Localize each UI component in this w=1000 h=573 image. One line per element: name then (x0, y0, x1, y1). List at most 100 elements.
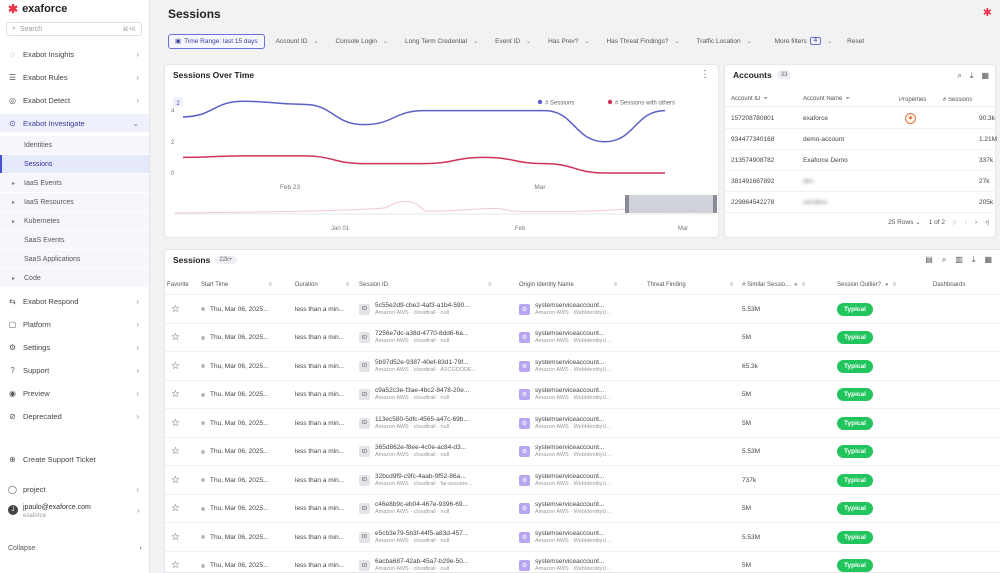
filter-icon[interactable]: ≡ (345, 282, 350, 288)
sidebar-item-exabot-rules[interactable]: ☰ Exabot Rules › (0, 68, 149, 86)
user-menu-chevron-icon[interactable]: › (137, 506, 140, 515)
sidebar-item-platform[interactable]: ▢ Platform › (0, 315, 149, 333)
column-header-threat-finding[interactable]: Threat Finding ≡ (647, 279, 733, 291)
filter-traffic-location[interactable]: Traffic Location ⌄ (691, 34, 758, 49)
sidebar-item-deprecated[interactable]: ⊘ Deprecated › (0, 407, 149, 425)
sidebar-item-settings[interactable]: ⚙ Settings › (0, 338, 149, 356)
column-header-favorite[interactable]: Favorite (167, 279, 189, 291)
column-header-account-name[interactable]: Account Name ⏷ (797, 96, 893, 103)
identity-name-link[interactable]: systemserviceaccount... (535, 472, 605, 480)
rows-per-page-select[interactable]: 25 Rows ⌄ (888, 218, 921, 226)
filter-long-term-credential[interactable]: Long Term Credential ⌄ (399, 34, 484, 49)
identity-name-link[interactable]: systemserviceaccount... (535, 387, 605, 394)
session-id-link[interactable]: 7256e7dc-a38d-4770-8dd6-6a... (375, 330, 469, 337)
star-icon[interactable]: ☆ (171, 303, 180, 315)
column-header-sessions[interactable]: # Sessions (937, 97, 997, 103)
identity-name-link[interactable]: systemserviceaccount... (535, 330, 605, 337)
star-icon[interactable]: ☆ (171, 560, 180, 571)
column-header-dashboards[interactable]: Dashboards (933, 279, 965, 291)
filter-account-id[interactable]: Account ID ⌄ (270, 34, 325, 49)
sidebar-item-preview[interactable]: ◉ Preview › (0, 384, 149, 402)
filter-icon[interactable]: ≡ (892, 282, 897, 288)
sidebar-subitem-identities[interactable]: Identities (0, 136, 149, 154)
star-icon[interactable]: ☆ (171, 417, 180, 429)
session-id-link[interactable]: c46e8b9c-eb04-467e-9396-69... (375, 501, 468, 508)
app-logo[interactable]: ✱ exaforce (8, 3, 67, 15)
last-page-icon[interactable]: ›| (985, 218, 989, 226)
identity-name-link[interactable]: systemserviceaccount... (535, 529, 605, 537)
collapse-sidebar-button[interactable]: Collapse ‹ (8, 545, 142, 552)
first-page-icon[interactable]: |‹ (952, 218, 957, 226)
sidebar-subitem-sessions[interactable]: Sessions (0, 155, 149, 173)
filter-icon[interactable]: ≡ (488, 282, 492, 288)
table-row[interactable]: ☆ Thu, Mar 06, 2025... less than a min... I… (165, 379, 1000, 408)
column-header-similar-sessions[interactable]: # Similar Sessio... ● ≡ (742, 279, 805, 291)
table-row[interactable]: ☆ Thu, Mar 06, 2025... less than a min... I… (165, 522, 1000, 550)
account-row[interactable]: 381491667892 dev 27k (725, 171, 997, 192)
grid-icon[interactable]: ▤ (925, 255, 933, 264)
grid-icon[interactable]: ▦ (981, 71, 989, 80)
star-icon[interactable]: ☆ (171, 389, 180, 400)
sidebar-project[interactable]: ◯ project › (0, 480, 149, 498)
sidebar-item-exabot-respond[interactable]: ⇆ Exabot Respond › (0, 292, 149, 310)
reset-filters-button[interactable]: Reset (847, 37, 865, 45)
star-icon[interactable]: ☆ (171, 446, 180, 457)
sidebar-subitem-iaas-events[interactable]: ▸ IaaS Events (0, 174, 149, 192)
filter-icon[interactable]: ≡ (613, 282, 618, 288)
identity-name-link[interactable]: systemserviceaccount... (535, 301, 605, 309)
star-icon[interactable]: ☆ (171, 332, 180, 343)
column-header-origin-identity-name[interactable]: Origin Identity Name ≡ (519, 279, 617, 291)
search-icon[interactable]: ⌕ (941, 255, 947, 264)
info-icon[interactable]: ● (794, 282, 798, 288)
table-settings-icon[interactable]: ▦ (984, 255, 992, 264)
account-row[interactable]: 934477340168 demo-account 1.21M (725, 129, 997, 150)
sidebar-item-exabot-insights[interactable]: ◌ Exabot Insights › (0, 45, 149, 63)
star-icon[interactable]: ☆ (171, 474, 180, 486)
column-header-session-id[interactable]: Session ID ≡ (359, 279, 492, 291)
identity-name-link[interactable]: systemserviceaccount... (535, 358, 605, 366)
next-page-icon[interactable]: › (974, 218, 978, 226)
kebab-menu-icon[interactable]: ⋮ (700, 69, 710, 80)
identity-name-link[interactable]: systemserviceaccount... (535, 558, 605, 565)
filter-icon[interactable]: ⏷ (845, 96, 851, 102)
table-row[interactable]: ☆ Thu, Mar 06, 2025... less than a min... I… (165, 493, 1000, 522)
info-icon[interactable]: ● (885, 282, 889, 288)
star-icon[interactable]: ☆ (171, 531, 180, 543)
prev-page-icon[interactable]: ‹ (964, 218, 967, 226)
filter-icon[interactable]: ≡ (729, 282, 734, 288)
user-menu[interactable]: J jpaulo@exaforce.com exaforce (8, 504, 91, 519)
session-id-link[interactable]: 5b97d52e-9387-40ef-83d1-79f... (375, 358, 469, 366)
session-id-link[interactable]: 365d862e-f8ee-4c0e-ac84-d3... (375, 444, 467, 451)
columns-icon[interactable]: ▥ (955, 255, 963, 264)
sidebar-subitem-kubernetes[interactable]: ▸ Kubernetes (0, 212, 149, 230)
filter-console-login[interactable]: Console Login ⌄ (329, 34, 394, 49)
sidebar-subitem-saas-applications[interactable]: SaaS Applications (0, 250, 149, 268)
search-icon[interactable]: ⌕ (957, 71, 962, 80)
table-row[interactable]: ☆ Thu, Mar 06, 2025... less than a min... I… (165, 465, 1000, 493)
column-header-properties[interactable]: Properties (893, 97, 937, 103)
table-row[interactable]: ☆ Thu, Mar 06, 2025... less than a min... I… (165, 351, 1000, 379)
time-range-filter[interactable]: ▣ Time Range: last 15 days (168, 33, 265, 49)
identity-name-link[interactable]: systemserviceaccount... (535, 444, 605, 451)
session-id-link[interactable]: 32bcd9f9-c9fc-4aab-9f52-86a... (375, 472, 466, 480)
column-header-start-time[interactable]: Start Time ≡ (201, 279, 272, 291)
sidebar-item-exabot-investigate[interactable]: ⊙ Exabot Investigate ⌄ (0, 114, 149, 132)
filter-has-prev[interactable]: Has Prev? ⌄ (542, 34, 595, 49)
column-header-session-outlier[interactable]: Session Outlier? ● ≡ (837, 279, 896, 291)
sidebar-search[interactable]: ⌕ Search ⌘+K (6, 22, 142, 36)
filter-icon[interactable]: ≡ (801, 282, 806, 288)
sidebar-subitem-iaas-resources[interactable]: ▸ IaaS Resources (0, 193, 149, 211)
star-icon[interactable]: ☆ (171, 360, 180, 372)
table-row[interactable]: ☆ Thu, Mar 06, 2025... less than a min... I… (165, 436, 1000, 465)
filter-event-id[interactable]: Event ID ⌄ (489, 34, 537, 49)
sidebar-subitem-code[interactable]: ▸ Code (0, 269, 149, 287)
account-row[interactable]: 157208780801 exaforce ◆ 90.3k (725, 108, 997, 129)
account-row[interactable]: 229864542278 sandbox 205k (725, 192, 997, 213)
star-icon[interactable]: ☆ (171, 503, 180, 514)
table-row[interactable]: ☆ Thu, Mar 06, 2025... less than a min... I… (165, 550, 1000, 573)
account-row[interactable]: 213574908782 Exaforce Demo 337k (725, 150, 997, 171)
column-header-account-id[interactable]: Account ID ⏷ (725, 96, 797, 103)
table-row[interactable]: ☆ Thu, Mar 06, 2025... less than a min... I… (165, 408, 1000, 436)
filter-has-threat-findings[interactable]: Has Threat Findings? ⌄ (600, 34, 685, 49)
download-icon[interactable]: ⤓ (969, 71, 974, 80)
